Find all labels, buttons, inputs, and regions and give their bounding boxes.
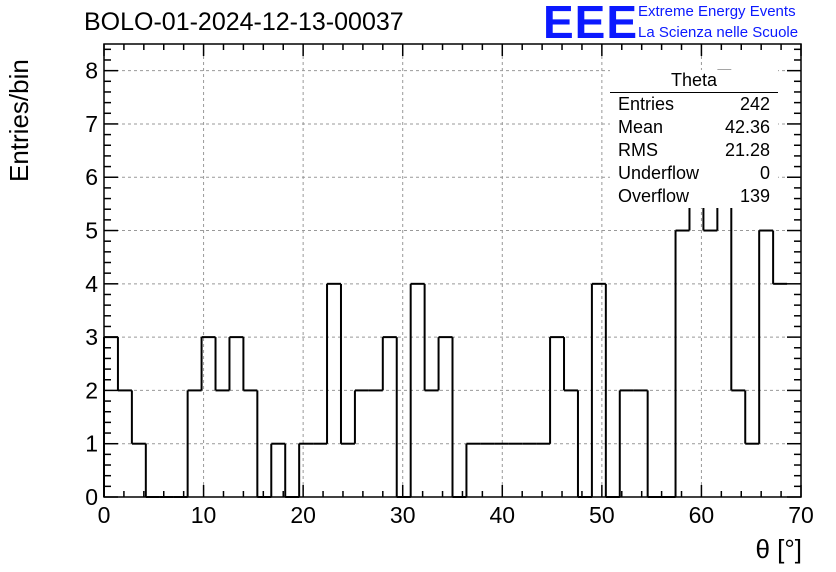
- stats-value: 139: [739, 186, 770, 206]
- x-tick-label: 50: [589, 502, 615, 528]
- stats-label: Mean: [618, 117, 664, 137]
- x-tick-label: 10: [191, 502, 217, 528]
- y-tick-label: 5: [85, 218, 98, 244]
- x-tick-label: 20: [290, 502, 316, 528]
- stats-value: 242: [739, 94, 770, 114]
- y-axis-label: Entries/bin: [4, 59, 34, 182]
- axis-ticks: [103, 44, 802, 498]
- x-tick-label: 70: [788, 502, 814, 528]
- x-tick-label: 0: [98, 502, 111, 528]
- stats-label: Entries: [618, 94, 675, 114]
- stats-row-mean: Mean 42.36: [610, 116, 778, 139]
- stats-value: 0: [759, 163, 770, 183]
- stats-value: 42.36: [724, 117, 770, 137]
- x-tick-label: 30: [390, 502, 416, 528]
- stats-row-entries: Entries 242: [610, 93, 778, 116]
- chart-title: BOLO-01-2024-12-13-00037: [84, 8, 404, 36]
- logo-subtitle-line2: La Scienza nelle Scuole: [638, 24, 799, 41]
- stats-label: Underflow: [618, 163, 700, 183]
- stats-row-overflow: Overflow 139: [610, 185, 778, 208]
- y-tick-label: 3: [85, 324, 98, 350]
- stats-label: RMS: [618, 140, 658, 160]
- stats-box: Theta Entries 242 Mean 42.36 RMS 21.28 U…: [610, 70, 778, 208]
- y-tick-label: 8: [85, 58, 98, 84]
- stats-row-underflow: Underflow 0: [610, 162, 778, 185]
- y-tick-label: 0: [85, 484, 98, 510]
- y-tick-label: 7: [85, 111, 98, 137]
- stats-value: 21.28: [724, 140, 770, 160]
- stats-label: Overflow: [618, 186, 690, 206]
- x-tick-label: 60: [689, 502, 715, 528]
- y-tick-label: 4: [85, 271, 98, 297]
- logo-subtitle-line1: Extreme Energy Events: [638, 3, 796, 20]
- plot-frame: [103, 43, 802, 498]
- y-tick-label: 2: [85, 377, 98, 403]
- y-tick-label: 6: [85, 164, 98, 190]
- y-tick-label: 1: [85, 431, 98, 457]
- x-axis-label: θ [°]: [755, 534, 802, 564]
- stats-title: Theta: [610, 70, 778, 93]
- axis-tick-labels: 0 10 20 30 40 50 60 70 0 1 2 3 4 5 6 7 8: [85, 58, 814, 528]
- eee-logo: EEE: [543, 0, 639, 48]
- stats-row-rms: RMS 21.28: [610, 139, 778, 162]
- x-tick-label: 40: [489, 502, 515, 528]
